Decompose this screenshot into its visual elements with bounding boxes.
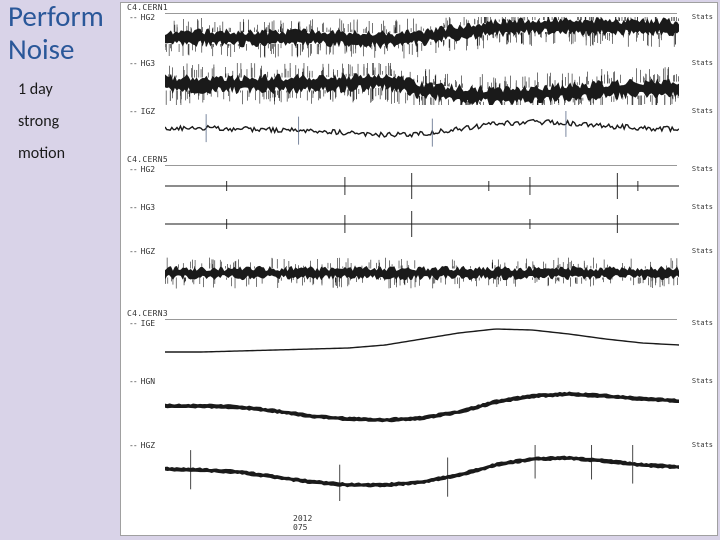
stats-label[interactable]: Stats bbox=[692, 13, 713, 21]
waveform bbox=[165, 207, 679, 241]
seismogram-chart: 2012 075 C4.CERN1--HG2Stats--HG3Stats--I… bbox=[120, 2, 718, 536]
stats-label[interactable]: Stats bbox=[692, 319, 713, 327]
waveform bbox=[165, 445, 679, 501]
stats-label[interactable]: Stats bbox=[692, 165, 713, 173]
trace-label: --HG2 bbox=[129, 13, 155, 22]
title-line-1: Perform bbox=[8, 0, 120, 33]
waveform bbox=[165, 323, 679, 371]
trace-label: --HGZ bbox=[129, 441, 155, 450]
trace-row: --IGEStats bbox=[121, 323, 717, 371]
waveform bbox=[165, 251, 679, 295]
section: C4.CERN1--HG2Stats--HG3Stats--IGZStats bbox=[121, 3, 717, 153]
title-line-2: Noise bbox=[8, 33, 120, 66]
trace-row: --HG3Stats bbox=[121, 207, 717, 241]
trace-label: --HG2 bbox=[129, 165, 155, 174]
subtext-line-1: 1 day bbox=[18, 77, 120, 103]
slide-text-overlay: Perform Noise 1 day strong motion bbox=[8, 0, 120, 168]
trace-row: --HG2Stats bbox=[121, 169, 717, 203]
waveform bbox=[165, 381, 679, 435]
stats-label[interactable]: Stats bbox=[692, 203, 713, 211]
trace-row: --HG3Stats bbox=[121, 63, 717, 105]
waveform bbox=[165, 111, 679, 151]
subtext-line-3: motion bbox=[18, 141, 120, 167]
trace-row: --HGZStats bbox=[121, 445, 717, 501]
trace-row: --HGZStats bbox=[121, 251, 717, 295]
trace-label: --HG3 bbox=[129, 59, 155, 68]
trace-label: --IGZ bbox=[129, 107, 155, 116]
trace-row: --HGNStats bbox=[121, 381, 717, 435]
trace-label: --HG3 bbox=[129, 203, 155, 212]
stats-label[interactable]: Stats bbox=[692, 441, 713, 449]
stats-label[interactable]: Stats bbox=[692, 247, 713, 255]
stats-label[interactable]: Stats bbox=[692, 107, 713, 115]
trace-label: --HGZ bbox=[129, 247, 155, 256]
section-title: C4.CERN3 bbox=[127, 309, 168, 318]
section-title: C4.CERN5 bbox=[127, 155, 168, 164]
waveform bbox=[165, 63, 679, 105]
waveform bbox=[165, 169, 679, 203]
trace-row: --HG2Stats bbox=[121, 17, 717, 59]
trace-row: --IGZStats bbox=[121, 111, 717, 151]
section: C4.CERN3--IGEStats--HGNStats--HGZStats bbox=[121, 309, 717, 519]
section: C4.CERN5--HG2Stats--HG3Stats--HGZStats bbox=[121, 155, 717, 305]
section-title: C4.CERN1 bbox=[127, 3, 168, 12]
trace-label: --HGN bbox=[129, 377, 155, 386]
stats-label[interactable]: Stats bbox=[692, 59, 713, 67]
stats-label[interactable]: Stats bbox=[692, 377, 713, 385]
trace-label: --IGE bbox=[129, 319, 155, 328]
waveform bbox=[165, 17, 679, 59]
subtext-line-2: strong bbox=[18, 109, 120, 135]
